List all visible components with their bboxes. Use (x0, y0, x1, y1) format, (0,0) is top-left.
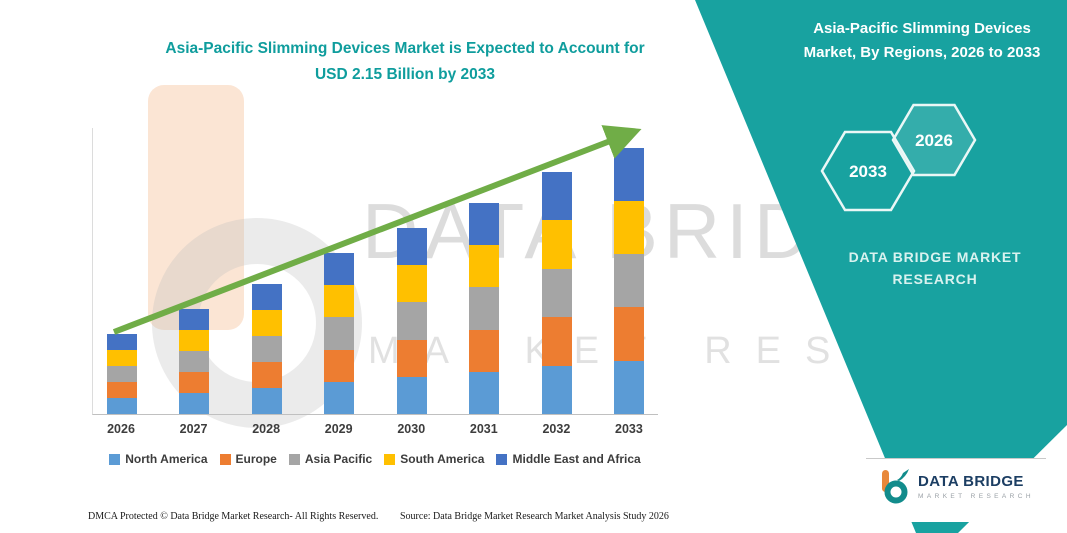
bar-segment (324, 317, 355, 350)
legend-label: Asia Pacific (304, 452, 373, 466)
chart-title: Asia-Pacific Slimming Devices Market is … (122, 36, 688, 88)
bar-segment (396, 265, 427, 303)
bar-2030 (396, 228, 427, 414)
bar-segment (179, 308, 210, 330)
legend-swatch (384, 453, 396, 465)
bar-2026 (107, 333, 137, 414)
bar-segment (324, 349, 355, 382)
x-tick-2029: 2029 (324, 422, 353, 436)
legend-label: North America (125, 452, 208, 466)
bar-segment (469, 371, 500, 414)
banner-heading-line2: Market, By Regions, 2026 to 2033 (803, 44, 1041, 61)
bar-segment (613, 360, 644, 414)
bar-segment (251, 388, 282, 414)
banner-brand-line2: RESEARCH (892, 271, 978, 287)
logo-subtitle: MARKET RESEARCH (918, 492, 1034, 500)
footer-dmca-text: DMCA Protected © Data Bridge Market Rese… (88, 511, 379, 522)
bar-segment (324, 253, 355, 286)
bar-segment (613, 254, 644, 308)
bar-segment (396, 302, 427, 340)
legend-label: Europe (235, 452, 277, 466)
bar-segment (107, 365, 137, 382)
hexagon-badges: 2033 2026 (820, 103, 977, 212)
x-tick-2026: 2026 (107, 422, 135, 436)
chart-title-line1: Asia-Pacific Slimming Devices Market is … (165, 40, 645, 57)
x-tick-2030: 2030 (397, 422, 426, 436)
bar-2029 (324, 253, 355, 414)
x-tick-2032: 2032 (542, 422, 571, 436)
bar-segment (179, 392, 210, 414)
bar-segment (179, 329, 210, 351)
bar-segment (613, 200, 644, 255)
bar-segment (251, 362, 282, 388)
x-tick-2033: 2033 (615, 422, 643, 436)
legend: North America Europe Asia Pacific South Ame… (92, 452, 658, 466)
bar-segment (396, 339, 427, 377)
bar-segment (107, 349, 137, 366)
bar-segment (179, 350, 210, 372)
bar-segment (107, 381, 137, 398)
hexagon-2026-label: 2026 (915, 131, 953, 150)
legend-swatch (109, 453, 121, 465)
chart-title-line2: USD 2.15 Billion by 2033 (314, 66, 496, 83)
logo-divider (866, 458, 1046, 459)
footer-source-text: Source: Data Bridge Market Research Mark… (400, 511, 669, 522)
hexagon-2033-label: 2033 (849, 162, 887, 181)
bar-segment (469, 245, 500, 288)
hexagon-2026 (891, 103, 977, 177)
legend-label: Middle East and Africa (512, 452, 641, 466)
banner-heading-line1: Asia-Pacific Slimming Devices (813, 20, 1031, 37)
bar-segment (469, 329, 500, 372)
legend-label: South America (400, 452, 485, 466)
bar-segment (541, 268, 572, 318)
x-axis-labels: 2026 2027 2028 2029 2030 2031 2032 2033 (92, 422, 658, 436)
legend-item: North America (109, 452, 208, 466)
bar-segment (469, 203, 500, 246)
x-tick-2031: 2031 (469, 422, 498, 436)
logo-name: DATA BRIDGE (918, 472, 1024, 490)
data-bridge-logo-icon (882, 469, 910, 504)
trend-arrow (112, 125, 642, 335)
bar-2032 (541, 172, 572, 414)
bar-segment (613, 307, 644, 361)
bar-segment (251, 336, 282, 362)
bar-segment (469, 287, 500, 330)
bar-segment (541, 220, 572, 269)
bar-2028 (251, 284, 282, 414)
bar-segment (541, 172, 572, 221)
bar-segment (179, 371, 210, 393)
bar-segment (251, 310, 282, 336)
legend-swatch (219, 453, 231, 465)
bar-segment (107, 397, 137, 414)
bar-segment (251, 284, 282, 310)
legend-item: Europe (219, 452, 277, 466)
bar-segment (324, 285, 355, 318)
x-tick-2027: 2027 (179, 422, 208, 436)
bar-segment (396, 228, 427, 266)
bar-2031 (469, 203, 500, 414)
legend-swatch (288, 453, 300, 465)
hexagon-2033 (820, 130, 916, 212)
x-tick-2028: 2028 (252, 422, 281, 436)
teal-band-shape (695, 0, 1067, 533)
legend-swatch (496, 453, 508, 465)
legend-item: Asia Pacific (288, 452, 373, 466)
bar-segment (541, 317, 572, 366)
bar-segment (324, 381, 355, 414)
legend-item: South America (384, 452, 484, 466)
trend-arrow-line (112, 125, 642, 335)
company-logo: DATA BRIDGE MARKET RESEARCH (860, 458, 1052, 522)
bar-2027 (179, 308, 210, 414)
banner-brand-line1: DATA BRIDGE MARKET (848, 249, 1022, 265)
banner-heading: Asia-Pacific Slimming Devices Market, By… (762, 17, 1067, 65)
bar-segment (107, 333, 137, 350)
legend-item: Middle East and Africa (496, 452, 641, 466)
bar-segment (396, 376, 427, 414)
bar-segment (541, 365, 572, 414)
